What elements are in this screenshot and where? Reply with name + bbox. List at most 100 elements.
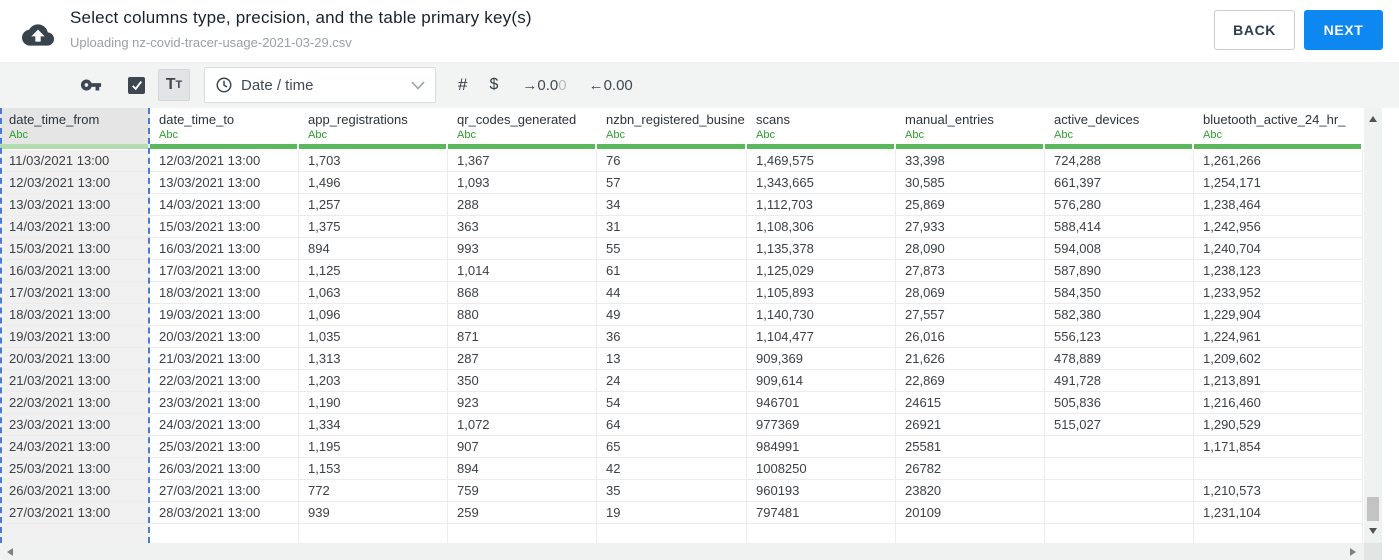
cell[interactable]: 594,008 [1045, 238, 1194, 260]
cell[interactable]: 977369 [747, 414, 896, 436]
cell[interactable]: 1,233,952 [1194, 282, 1363, 304]
cell[interactable]: 15/03/2021 13:00 [150, 216, 299, 238]
cell[interactable]: 1,469,575 [747, 150, 896, 172]
cell[interactable]: 960193 [747, 480, 896, 502]
cell[interactable]: 21/03/2021 13:00 [0, 370, 150, 392]
cell[interactable]: 1,108,306 [747, 216, 896, 238]
cell[interactable] [1045, 436, 1194, 458]
cell[interactable]: 287 [448, 348, 597, 370]
cell[interactable]: 42 [597, 458, 747, 480]
cell[interactable]: 1,240,704 [1194, 238, 1363, 260]
vertical-scrollbar-thumb[interactable] [1367, 497, 1379, 521]
cell[interactable]: 13/03/2021 13:00 [0, 194, 150, 216]
cell[interactable]: 13/03/2021 13:00 [150, 172, 299, 194]
cell[interactable]: 64 [597, 414, 747, 436]
cell[interactable]: 588,414 [1045, 216, 1194, 238]
cell[interactable]: 1,209,602 [1194, 348, 1363, 370]
currency-type-button[interactable]: $ [489, 76, 499, 93]
cell[interactable]: 1,238,464 [1194, 194, 1363, 216]
cell[interactable]: 17/03/2021 13:00 [150, 260, 299, 282]
cell[interactable]: 24/03/2021 13:00 [0, 436, 150, 458]
vertical-scrollbar[interactable] [1364, 108, 1382, 543]
cell[interactable]: 1,213,891 [1194, 370, 1363, 392]
cell[interactable]: 491,728 [1045, 370, 1194, 392]
cell[interactable]: 587,890 [1045, 260, 1194, 282]
cell[interactable]: 350 [448, 370, 597, 392]
cell[interactable]: 61 [597, 260, 747, 282]
cell[interactable]: 25/03/2021 13:00 [150, 436, 299, 458]
cell[interactable]: 1,112,703 [747, 194, 896, 216]
cell[interactable]: 16/03/2021 13:00 [150, 238, 299, 260]
cell[interactable]: 1,242,956 [1194, 216, 1363, 238]
cell[interactable]: 505,836 [1045, 392, 1194, 414]
cell[interactable]: 21/03/2021 13:00 [150, 348, 299, 370]
cell[interactable]: 18/03/2021 13:00 [0, 304, 150, 326]
cell[interactable]: 49 [597, 304, 747, 326]
column-type-dropdown[interactable]: Date / time [204, 67, 436, 103]
cell[interactable]: 25,869 [896, 194, 1045, 216]
cell[interactable]: 27,873 [896, 260, 1045, 282]
cell[interactable]: 27,933 [896, 216, 1045, 238]
cell[interactable]: 31 [597, 216, 747, 238]
cell[interactable]: 28/03/2021 13:00 [150, 502, 299, 524]
cell[interactable]: 288 [448, 194, 597, 216]
scroll-up-arrow-icon[interactable] [1369, 116, 1377, 122]
cell[interactable]: 797481 [747, 502, 896, 524]
column-header[interactable]: bluetooth_active_24_hr_ Abc [1194, 108, 1363, 144]
cell[interactable]: 772 [299, 480, 448, 502]
cell[interactable]: 1,140,730 [747, 304, 896, 326]
cell[interactable]: 946701 [747, 392, 896, 414]
column-header[interactable]: date_time_from Abc [0, 108, 150, 144]
cell[interactable]: 22/03/2021 13:00 [150, 370, 299, 392]
cell[interactable]: 984991 [747, 436, 896, 458]
cell[interactable]: 1,063 [299, 282, 448, 304]
cell[interactable]: 363 [448, 216, 597, 238]
cell[interactable]: 1,257 [299, 194, 448, 216]
cell[interactable]: 15/03/2021 13:00 [0, 238, 150, 260]
cell[interactable]: 30,585 [896, 172, 1045, 194]
scroll-down-arrow-icon[interactable] [1369, 528, 1377, 534]
cell[interactable]: 871 [448, 326, 597, 348]
cell[interactable]: 12/03/2021 13:00 [150, 150, 299, 172]
cell[interactable]: 1,231,104 [1194, 502, 1363, 524]
cell[interactable]: 1,171,854 [1194, 436, 1363, 458]
cell[interactable]: 1,195 [299, 436, 448, 458]
cell[interactable] [1045, 458, 1194, 480]
cell[interactable]: 76 [597, 150, 747, 172]
cell[interactable]: 21,626 [896, 348, 1045, 370]
include-column-checkbox[interactable] [128, 76, 145, 94]
cell[interactable]: 1,343,665 [747, 172, 896, 194]
cell[interactable]: 19/03/2021 13:00 [0, 326, 150, 348]
cell[interactable]: 24 [597, 370, 747, 392]
column-header[interactable]: nzbn_registered_busine Abc [597, 108, 747, 144]
cell[interactable]: 1,035 [299, 326, 448, 348]
column-header[interactable]: active_devices Abc [1045, 108, 1194, 144]
cell[interactable]: 1,096 [299, 304, 448, 326]
cell[interactable]: 993 [448, 238, 597, 260]
cell[interactable]: 34 [597, 194, 747, 216]
cell[interactable]: 478,889 [1045, 348, 1194, 370]
decrease-precision-button[interactable]: ←0.00 [588, 76, 633, 94]
cell[interactable]: 1,290,529 [1194, 414, 1363, 436]
cell[interactable]: 36 [597, 326, 747, 348]
cell[interactable]: 661,397 [1045, 172, 1194, 194]
cell[interactable] [1045, 502, 1194, 524]
column-header[interactable]: app_registrations Abc [299, 108, 448, 144]
cell[interactable]: 576,280 [1045, 194, 1194, 216]
cell[interactable]: 16/03/2021 13:00 [0, 260, 150, 282]
cell[interactable]: 20/03/2021 13:00 [0, 348, 150, 370]
cell[interactable]: 907 [448, 436, 597, 458]
cell[interactable]: 22,869 [896, 370, 1045, 392]
cell[interactable]: 1,104,477 [747, 326, 896, 348]
cell[interactable]: 12/03/2021 13:00 [0, 172, 150, 194]
cell[interactable]: 1,229,904 [1194, 304, 1363, 326]
cell[interactable]: 556,123 [1045, 326, 1194, 348]
column-header[interactable]: qr_codes_generated Abc [448, 108, 597, 144]
cell[interactable]: 17/03/2021 13:00 [0, 282, 150, 304]
cell[interactable]: 33,398 [896, 150, 1045, 172]
cell[interactable]: 18/03/2021 13:00 [150, 282, 299, 304]
cell[interactable]: 22/03/2021 13:00 [0, 392, 150, 414]
cell[interactable]: 259 [448, 502, 597, 524]
cell[interactable]: 584,350 [1045, 282, 1194, 304]
